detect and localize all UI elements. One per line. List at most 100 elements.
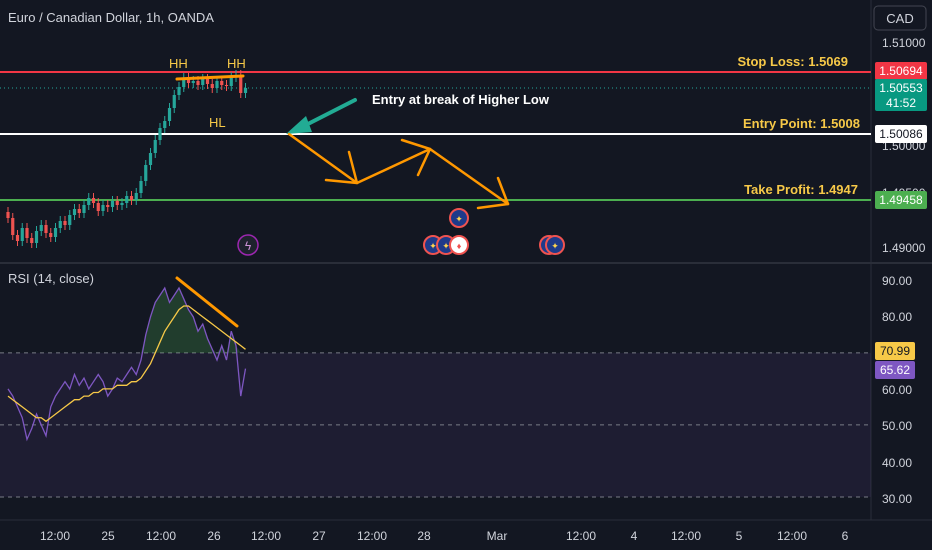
candle-body[interactable]	[6, 212, 10, 218]
candle-body[interactable]	[115, 201, 119, 205]
rsi-value-badge: 65.62	[875, 361, 915, 379]
eu-event-icon[interactable]: ✦	[449, 208, 469, 228]
candle-body[interactable]	[158, 128, 162, 140]
candle-body[interactable]	[110, 201, 115, 207]
time-label: 6	[842, 529, 849, 543]
candle-body[interactable]	[172, 95, 176, 108]
candle-body[interactable]	[239, 75, 243, 93]
hh-right-label: HH	[227, 56, 246, 71]
candle-body[interactable]	[196, 81, 200, 85]
candle-body[interactable]	[186, 78, 191, 83]
rsi-scale-label: 90.00	[882, 274, 912, 288]
svg-text:70.99: 70.99	[880, 344, 910, 358]
candle-body[interactable]	[167, 108, 172, 121]
entry-note-label: Entry at break of Higher Low	[372, 92, 550, 107]
stop-loss-label: Stop Loss: 1.5069	[737, 54, 848, 69]
candle-body[interactable]	[58, 221, 62, 228]
rsi-title[interactable]: RSI (14, close)	[8, 271, 94, 286]
candle-body[interactable]	[125, 196, 129, 203]
entry-point-label: Entry Point: 1.5008	[743, 116, 860, 131]
candle-body[interactable]	[15, 235, 20, 241]
candle-body[interactable]	[82, 205, 86, 213]
time-axis[interactable]: 12:00 25 12:00 26 12:00 27 12:00 28 Mar …	[40, 529, 849, 543]
time-label: 12:00	[40, 529, 70, 543]
candle-body[interactable]	[25, 228, 29, 238]
time-label: 12:00	[671, 529, 701, 543]
hl-label: HL	[209, 115, 226, 130]
candle-body[interactable]	[139, 181, 143, 193]
candle-body[interactable]	[49, 233, 53, 237]
take-profit-label: Take Profit: 1.4947	[744, 182, 858, 197]
time-label: 12:00	[357, 529, 387, 543]
candle-body[interactable]	[34, 231, 39, 243]
candle-body[interactable]	[96, 203, 100, 211]
time-label: 12:00	[566, 529, 596, 543]
rsi-series[interactable]	[7, 286, 247, 442]
svg-text:1.49458: 1.49458	[879, 193, 923, 207]
hh-trendline[interactable]	[175, 74, 245, 81]
candle-body[interactable]	[201, 79, 205, 85]
candle-body[interactable]	[68, 215, 72, 225]
candle-body[interactable]	[77, 209, 81, 213]
projection-path[interactable]	[287, 132, 510, 210]
candle-body[interactable]	[11, 218, 15, 235]
candle-body[interactable]	[30, 238, 34, 243]
eu-event-icon[interactable]: ✦	[545, 235, 565, 255]
time-label: 4	[631, 529, 638, 543]
rsi-scale-label: 80.00	[882, 310, 912, 324]
candle-body[interactable]	[243, 88, 248, 93]
candle-body[interactable]	[215, 81, 219, 88]
candle-body[interactable]	[39, 225, 43, 231]
candle-body[interactable]	[148, 153, 153, 165]
candle-body[interactable]	[205, 79, 210, 84]
svg-text:ϟ: ϟ	[245, 239, 252, 253]
time-label: Mar	[487, 529, 508, 543]
candle-body[interactable]	[72, 209, 77, 215]
rsi-ma-line	[7, 305, 246, 423]
candle-body[interactable]	[101, 205, 105, 211]
price-scale-label: 1.51000	[882, 36, 926, 50]
time-label: 5	[736, 529, 743, 543]
svg-text:♦: ♦	[457, 241, 462, 251]
time-label: 12:00	[146, 529, 176, 543]
candle-body[interactable]	[229, 77, 233, 86]
candle-body[interactable]	[153, 140, 157, 153]
rsi-scale-label: 60.00	[882, 383, 912, 397]
candle-body[interactable]	[87, 198, 91, 205]
svg-text:✦: ✦	[442, 241, 450, 251]
candle-body[interactable]	[134, 193, 138, 200]
candle-body[interactable]	[224, 85, 229, 86]
candle-body[interactable]	[163, 121, 167, 128]
time-label: 12:00	[777, 529, 807, 543]
candle-body[interactable]	[63, 221, 67, 225]
candle-body[interactable]	[210, 84, 214, 88]
candle-body[interactable]	[220, 81, 224, 85]
rsi-scale-label: 30.00	[882, 492, 912, 506]
rsi-scale-label: 40.00	[882, 456, 912, 470]
candle-body[interactable]	[106, 205, 110, 207]
candle-body[interactable]	[144, 165, 148, 181]
svg-text:✦: ✦	[551, 241, 559, 251]
candle-body[interactable]	[129, 196, 134, 200]
candle-body[interactable]	[120, 203, 124, 205]
candle-body[interactable]	[191, 81, 195, 83]
candle-body[interactable]	[182, 78, 186, 87]
svg-text:65.62: 65.62	[880, 363, 910, 377]
svg-text:✦: ✦	[429, 241, 437, 251]
candle-body[interactable]	[44, 225, 48, 233]
svg-text:1.50553: 1.50553	[879, 81, 923, 95]
rsi-divergence-line[interactable]	[175, 276, 239, 328]
ca-event-icon[interactable]: ♦	[449, 235, 469, 255]
rsi-scale-label: 50.00	[882, 419, 912, 433]
candle-body[interactable]	[53, 228, 58, 237]
currency-button[interactable]: CAD	[873, 5, 927, 31]
candle-body[interactable]	[177, 87, 181, 95]
candle-body[interactable]	[91, 198, 96, 203]
time-label: 27	[312, 529, 326, 543]
candle-body[interactable]	[20, 228, 24, 241]
entry-pointer-arrow[interactable]	[286, 98, 357, 134]
lightning-event-icon[interactable]: ϟ	[237, 234, 259, 256]
symbol-title[interactable]: Euro / Canadian Dollar, 1h, OANDA	[8, 10, 214, 25]
